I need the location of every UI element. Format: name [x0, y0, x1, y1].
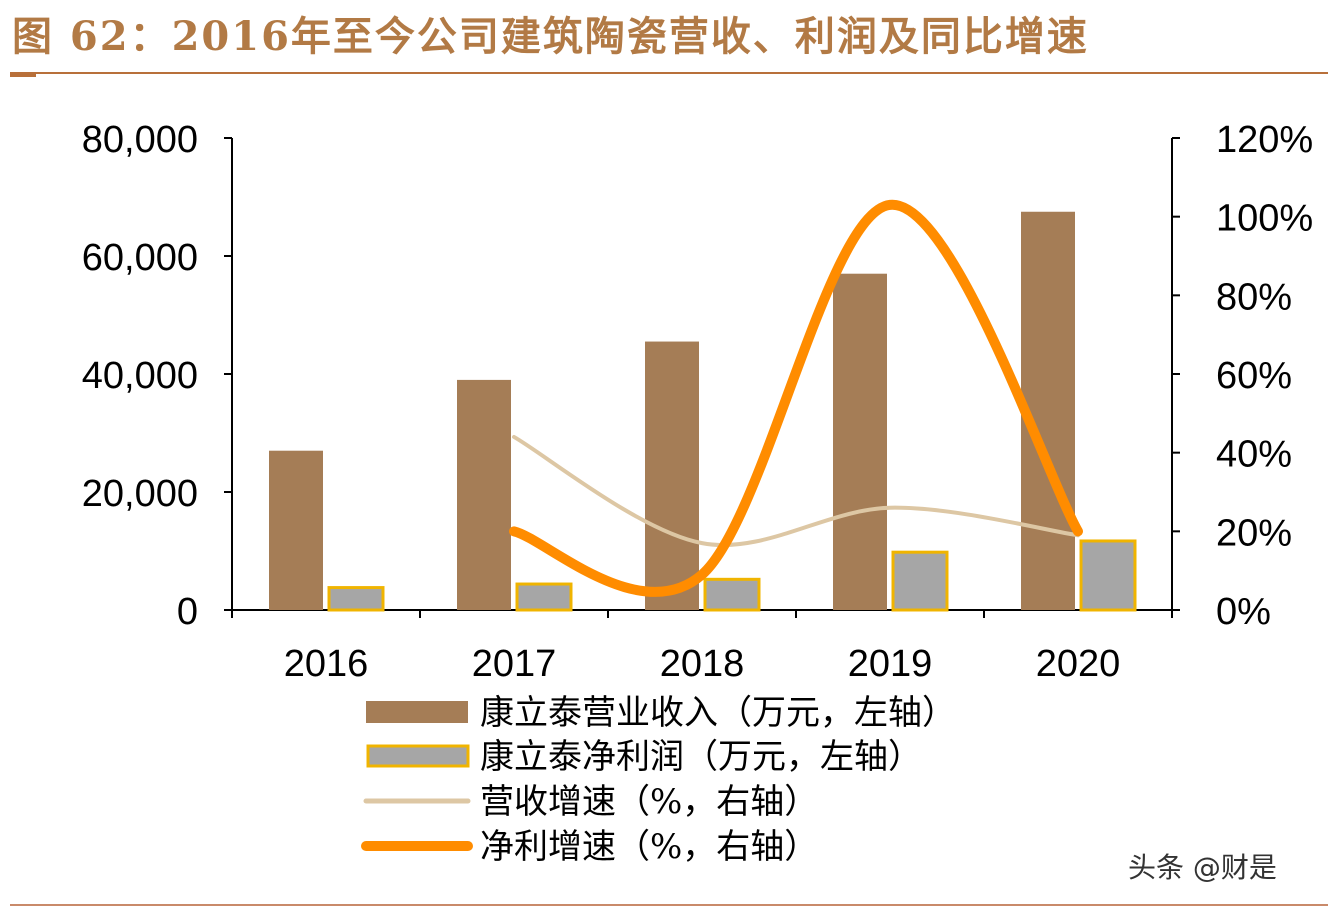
legend-swatch-profit	[366, 744, 470, 768]
profit-growth-line	[509, 199, 1083, 597]
figure-title: 图 62：2016年至今公司建筑陶瓷营收、利润及同比增速	[12, 13, 1089, 60]
legend-label: 营收增速（%，右轴）	[480, 782, 818, 822]
x-tick-label: 2017	[472, 643, 557, 685]
y-left-tick-label: 80,000	[82, 119, 198, 161]
y-left-tick-label: 60,000	[82, 237, 198, 279]
legend-label: 净利增速（%，右轴）	[480, 827, 818, 867]
bar-profit	[327, 586, 385, 612]
y-left-tick-label: 20,000	[82, 473, 198, 515]
chart-legend: 康立泰营业收入（万元，左轴）康立泰净利润（万元，左轴） 营收增速（%，右轴） 净利增…	[361, 693, 956, 867]
legend-label: 康立泰营业收入（万元，左轴）	[480, 693, 956, 733]
bar-revenue	[457, 379, 511, 610]
title-divider	[10, 72, 1328, 74]
bar-revenue	[833, 273, 887, 610]
y-left-tick-label: 0	[177, 591, 198, 633]
y-left-tick-label: 40,000	[82, 355, 198, 397]
bar-profit	[703, 577, 761, 612]
y-right-tick-label: 120%	[1216, 119, 1313, 161]
bar-marks	[269, 211, 1137, 612]
y-right-tick-label: 40%	[1216, 434, 1292, 476]
x-tick-label: 2020	[1036, 643, 1121, 685]
y-right-tick-label: 60%	[1216, 355, 1292, 397]
legend-label: 康立泰净利润（万元，左轴）	[480, 737, 922, 777]
title-divider-accent	[10, 74, 36, 77]
watermark-text: 头条 @财是	[1128, 851, 1277, 884]
y-right-tick-label: 80%	[1216, 276, 1292, 318]
line-marks	[509, 199, 1083, 597]
chart-axes: 0 20,000 40,000 60,000 80,000 0% 20% 40% 60% 80% 1…	[82, 119, 1313, 685]
bar-revenue	[269, 450, 323, 610]
revenue-growth-line	[512, 434, 1080, 548]
bar-revenue	[645, 341, 699, 610]
bar-profit	[1079, 539, 1137, 612]
bar-profit	[515, 582, 573, 612]
footer-divider	[10, 904, 1328, 906]
x-tick-label: 2018	[660, 643, 745, 685]
y-right-tick-label: 20%	[1216, 512, 1292, 554]
bar-profit	[891, 550, 949, 612]
y-right-tick-label: 100%	[1216, 198, 1313, 240]
x-tick-label: 2016	[284, 643, 369, 685]
legend-swatch-revenue	[366, 701, 468, 723]
x-tick-label: 2019	[848, 643, 933, 685]
y-right-tick-label: 0%	[1216, 591, 1271, 633]
